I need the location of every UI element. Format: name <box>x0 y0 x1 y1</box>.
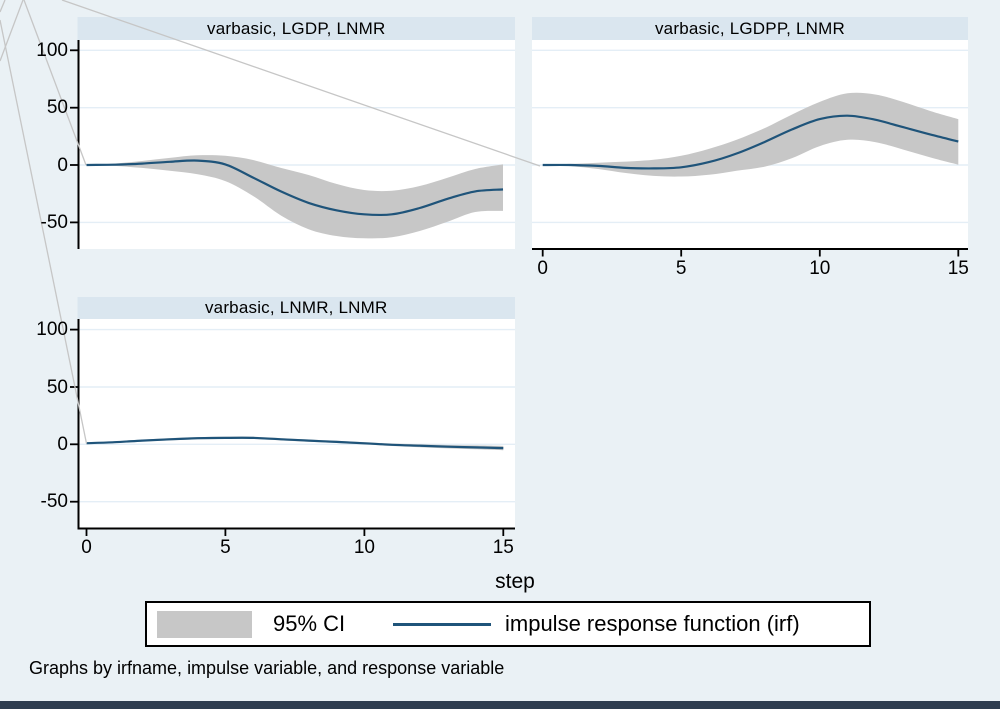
y-tick-label: -50 <box>40 211 68 233</box>
y-tick-label: 0 <box>57 154 68 176</box>
panel-title-lgdp-lnmr: varbasic, LGDP, LNMR <box>207 18 386 38</box>
x-tick-label: 15 <box>492 537 514 558</box>
ci-band-swatch <box>157 611 252 638</box>
irf-line-swatch <box>393 623 491 627</box>
y-tick-label: 50 <box>46 376 68 398</box>
x-tick-label: 15 <box>947 257 969 279</box>
y-tick-label: -50 <box>40 491 68 513</box>
x-tick-label: 5 <box>675 257 687 279</box>
y-tick-label: 50 <box>46 97 68 119</box>
x-tick-label: 5 <box>220 537 231 558</box>
y-tick-label: 100 <box>36 319 68 341</box>
legend-irf-label: impulse response function (irf) <box>505 611 800 636</box>
x-axis-title: step <box>495 570 535 593</box>
y-tick-label: 100 <box>36 39 68 61</box>
legend-box: 95% CI impulse response function (irf) <box>145 601 871 647</box>
bottom-window-edge-strip <box>0 701 1000 709</box>
y-tick-label: 0 <box>57 433 68 455</box>
legend-ci-label: 95% CI <box>273 611 346 636</box>
x-tick-label: 10 <box>353 537 375 558</box>
x-tick-label: 0 <box>81 537 92 558</box>
figure-note: Graphs by irfname, impulse variable, and… <box>29 658 505 678</box>
panel-title-lgdpp-lnmr: varbasic, LGDPP, LNMR <box>654 18 845 38</box>
panel-title-lnmr-lnmr: varbasic, LNMR, LNMR <box>204 298 388 317</box>
x-tick-label: 0 <box>537 257 548 279</box>
x-tick-label: 10 <box>809 257 831 279</box>
